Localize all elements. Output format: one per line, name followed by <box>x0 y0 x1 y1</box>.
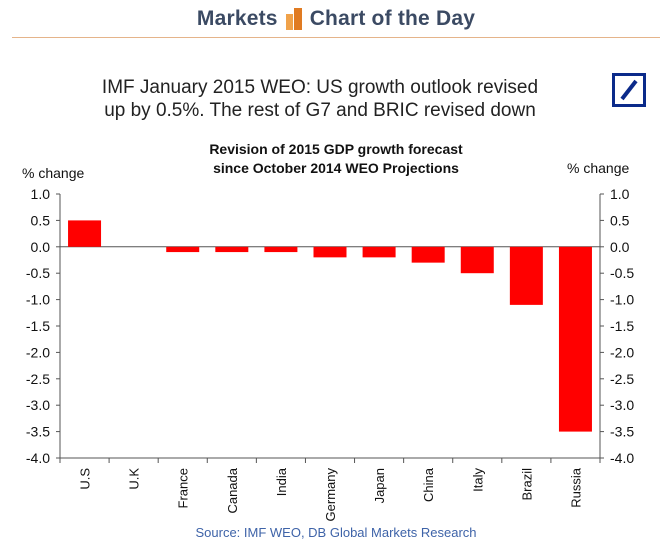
slash-icon <box>620 79 638 101</box>
gdp-revision-bar-chart: Revision of 2015 GDP growth forecast sin… <box>22 141 634 522</box>
bar-india <box>264 246 298 253</box>
x-tick-label: China <box>421 467 436 502</box>
y-tick-label-right: 0.5 <box>610 212 630 228</box>
y-tick-label-left: -4.0 <box>26 450 50 466</box>
y-tick-label-right: -3.5 <box>610 424 634 440</box>
y-tick-label-right: 0.0 <box>610 239 630 255</box>
y-tick-label-left: -3.5 <box>26 424 50 440</box>
chart-of-the-day-header: Markets Chart of the Day <box>0 0 672 38</box>
y-tick-label-right: -1.5 <box>610 318 634 334</box>
x-tick-label: Italy <box>470 468 485 492</box>
header-divider <box>12 37 660 38</box>
y-tick-label-left: -2.0 <box>26 344 50 360</box>
y-axis-label-left: % change <box>22 165 84 181</box>
x-tick-label: Canada <box>225 467 240 513</box>
chart-title: Revision of 2015 GDP growth forecast <box>209 141 463 157</box>
bar-brazil <box>509 246 543 305</box>
bar-us <box>68 220 102 247</box>
x-tick-label: Brazil <box>519 468 534 501</box>
y-tick-label-left: -3.0 <box>26 397 50 413</box>
y-tick-label-right: -2.5 <box>610 371 634 387</box>
y-tick-label-left: 0.5 <box>31 212 51 228</box>
bar-germany <box>313 246 347 258</box>
y-tick-label-right: -4.0 <box>610 450 634 466</box>
bar-france <box>166 246 200 253</box>
source-note: Source: IMF WEO, DB Global Markets Resea… <box>195 525 477 540</box>
x-tick-label: Russia <box>568 467 583 508</box>
y-tick-label-left: 1.0 <box>31 186 51 202</box>
bar-canada <box>215 246 249 253</box>
y-tick-label-left: -1.5 <box>26 318 50 334</box>
y-tick-label-right: -0.5 <box>610 265 634 281</box>
bar-japan <box>362 246 396 258</box>
chart-subtitle: since October 2014 WEO Projections <box>213 160 459 176</box>
y-tick-label-right: -1.0 <box>610 292 634 308</box>
bar-italy <box>460 246 494 274</box>
y-axis-label-right: % change <box>567 160 629 176</box>
deutsche-bank-logo <box>612 73 646 107</box>
headline-line-1: IMF January 2015 WEO: US growth outlook … <box>101 77 539 98</box>
bar-china <box>411 246 445 263</box>
x-tick-label: U.S <box>78 468 93 490</box>
y-tick-label-right: 1.0 <box>610 186 630 202</box>
chart-headline: IMF January 2015 WEO: US growth outlook … <box>40 76 600 122</box>
x-tick-label: Japan <box>372 468 387 503</box>
x-tick-label: Germany <box>323 468 338 522</box>
y-tick-label-right: -2.0 <box>610 344 634 360</box>
y-tick-label-left: -2.5 <box>26 371 50 387</box>
y-tick-label-left: -1.0 <box>26 292 50 308</box>
y-tick-label-left: -0.5 <box>26 265 50 281</box>
bar-chart-logo-icon <box>285 8 302 30</box>
headline-line-2: up by 0.5%. The rest of G7 and BRIC revi… <box>104 100 536 121</box>
x-tick-label: France <box>176 468 191 508</box>
y-tick-label-right: -3.0 <box>610 397 634 413</box>
x-tick-label: India <box>274 467 289 496</box>
y-tick-label-left: 0.0 <box>31 239 51 255</box>
header-right-word: Chart of the Day <box>309 7 476 30</box>
header-left-word: Markets <box>196 7 278 30</box>
x-tick-label: U.K <box>127 468 142 490</box>
bar-russia <box>558 246 592 432</box>
